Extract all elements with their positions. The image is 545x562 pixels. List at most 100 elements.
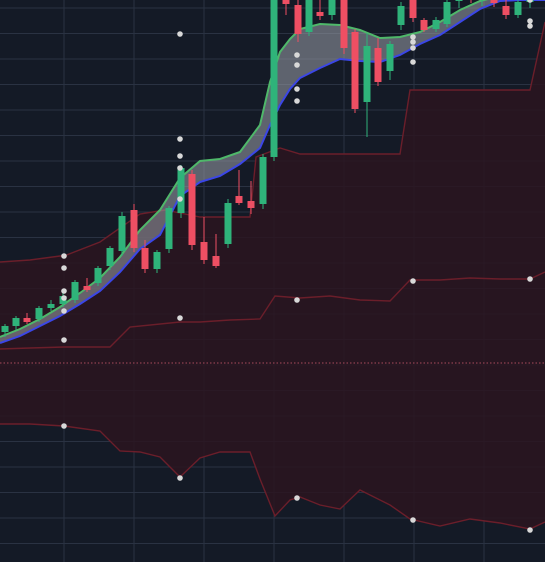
candle-body — [235, 196, 243, 203]
marker-dot — [527, 276, 533, 282]
candle — [153, 250, 161, 273]
candle — [130, 204, 138, 252]
candle — [71, 280, 79, 303]
candle-body — [177, 168, 185, 213]
candle — [247, 181, 255, 214]
candle-body — [502, 6, 510, 15]
marker-dot — [61, 288, 67, 294]
candle — [420, 18, 428, 32]
candle-body — [1, 326, 9, 332]
candle — [235, 170, 243, 205]
candle — [165, 206, 173, 253]
marker-dot — [177, 165, 183, 171]
candle-body — [328, 0, 336, 15]
candle — [305, 0, 313, 36]
candle — [224, 199, 232, 248]
envelope-mid-line — [0, 271, 545, 350]
candle-body — [23, 318, 31, 322]
candle-body — [514, 2, 522, 15]
candle — [397, 2, 405, 30]
candle-body — [200, 242, 208, 260]
marker-dot — [527, 0, 533, 3]
candle-body — [282, 0, 290, 4]
candles — [1, 0, 534, 337]
candle-body — [363, 46, 371, 102]
candle-body — [443, 2, 451, 24]
marker-dot — [527, 23, 533, 29]
candle — [443, 0, 451, 27]
candle — [47, 300, 55, 311]
candle — [409, 0, 417, 22]
marker-dot — [61, 253, 67, 259]
candle — [282, 0, 290, 15]
candle — [351, 29, 359, 113]
markers — [61, 0, 533, 533]
candle-body — [374, 48, 382, 82]
marker-dot — [410, 45, 416, 51]
candle-body — [247, 201, 255, 208]
candle-body — [432, 20, 440, 29]
marker-dot — [410, 39, 416, 45]
candle — [490, 0, 498, 7]
candle-body — [270, 0, 278, 157]
marker-dot — [61, 423, 67, 429]
candle — [118, 212, 126, 256]
candle — [12, 316, 20, 330]
candle — [141, 240, 149, 273]
candle-body — [259, 157, 267, 204]
candle-body — [340, 0, 348, 48]
candle — [270, 0, 278, 161]
candle — [363, 33, 371, 137]
marker-dot — [61, 295, 67, 301]
candle-body — [316, 12, 324, 16]
candle-body — [118, 216, 126, 251]
candle-body — [94, 268, 102, 283]
candle — [177, 165, 185, 218]
candle-body — [386, 44, 394, 71]
candle — [212, 234, 220, 268]
marker-dot — [177, 475, 183, 481]
candle — [200, 217, 208, 264]
marker-dot — [527, 18, 533, 24]
candle — [470, 0, 472, 3]
candle — [94, 266, 102, 286]
marker-dot — [177, 136, 183, 142]
candle — [83, 278, 91, 292]
marker-dot — [410, 278, 416, 284]
candle — [35, 306, 43, 322]
candle-body — [35, 308, 43, 319]
candle-body — [490, 0, 498, 3]
candle — [340, 0, 348, 54]
candle-body — [153, 252, 161, 269]
marker-dot — [410, 59, 416, 65]
candle-body — [130, 210, 138, 248]
marker-dot — [294, 297, 300, 303]
marker-dot — [294, 86, 300, 92]
candle — [455, 0, 463, 8]
candle-body — [420, 20, 428, 30]
candle — [386, 41, 394, 80]
candle-body — [305, 0, 313, 32]
candle — [514, 0, 522, 18]
candle-body — [12, 318, 20, 326]
envelope-lower-line — [0, 423, 545, 530]
candle — [502, 0, 510, 19]
marker-dot — [294, 52, 300, 58]
marker-dot — [61, 265, 67, 271]
candle-body — [141, 248, 149, 269]
marker-dot — [527, 527, 533, 533]
candle-body — [294, 5, 302, 34]
candle-body — [409, 0, 417, 18]
marker-dot — [61, 337, 67, 343]
candle-body — [83, 286, 91, 290]
candle — [328, 0, 336, 20]
candle-body — [47, 304, 55, 308]
marker-dot — [294, 98, 300, 104]
candle-body — [351, 32, 359, 109]
envelope-fill — [0, 22, 545, 529]
candle — [294, 0, 302, 42]
marker-dot — [177, 196, 183, 202]
candle — [259, 154, 267, 209]
marker-dot — [177, 315, 183, 321]
